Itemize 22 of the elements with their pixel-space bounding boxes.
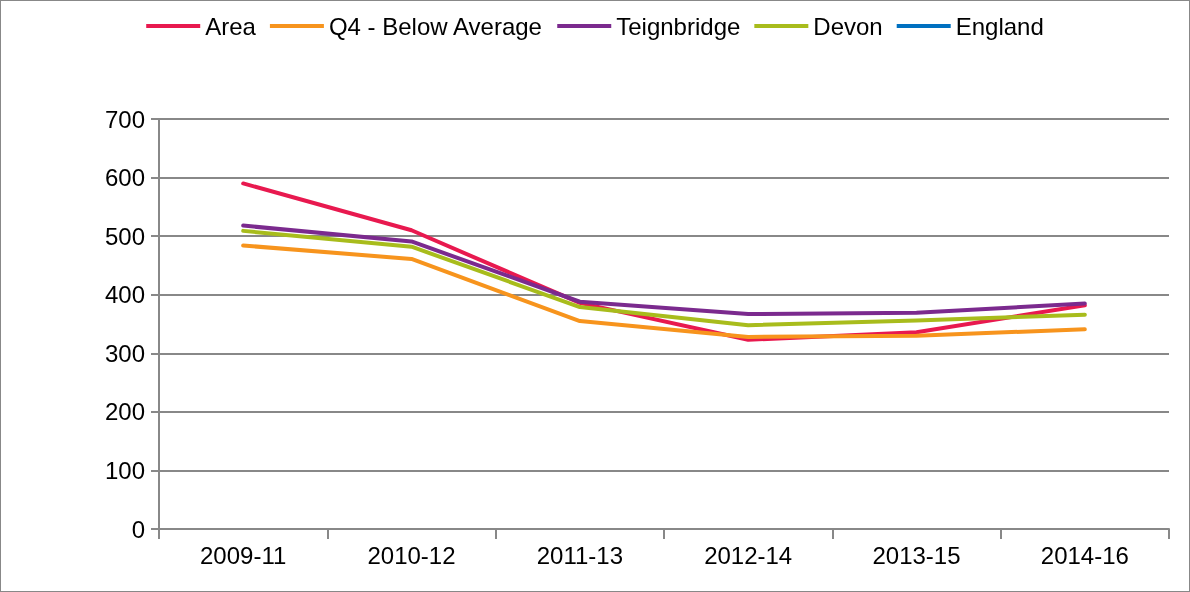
y-tick-label: 0 <box>131 515 145 543</box>
line-series <box>241 243 1087 339</box>
x-tick-label: 2010-12 <box>367 541 456 569</box>
y-tick-label: 300 <box>104 339 145 367</box>
legend-label: Q4 - Below Average <box>328 12 542 40</box>
legend-label: Teignbridge <box>616 12 741 40</box>
x-tick-label: 2009-11 <box>200 541 287 569</box>
x-tick-label: 2012-14 <box>704 541 793 569</box>
legend-label: England <box>955 12 1044 40</box>
y-tick-label: 500 <box>104 222 145 250</box>
legend-label: Area <box>205 12 257 40</box>
x-tick-label: 2013-15 <box>872 541 961 569</box>
x-tick-label: 2011-13 <box>536 541 623 569</box>
y-tick-label: 700 <box>104 105 145 133</box>
line-series <box>241 228 1087 328</box>
y-tick-label: 200 <box>104 398 145 426</box>
line-series <box>241 223 1087 317</box>
y-tick-label: 600 <box>104 164 145 192</box>
legend-label: Devon <box>813 12 883 40</box>
y-tick-label: 400 <box>104 281 145 309</box>
x-tick-label: 2014-16 <box>1040 541 1129 569</box>
y-tick-label: 100 <box>104 456 145 484</box>
